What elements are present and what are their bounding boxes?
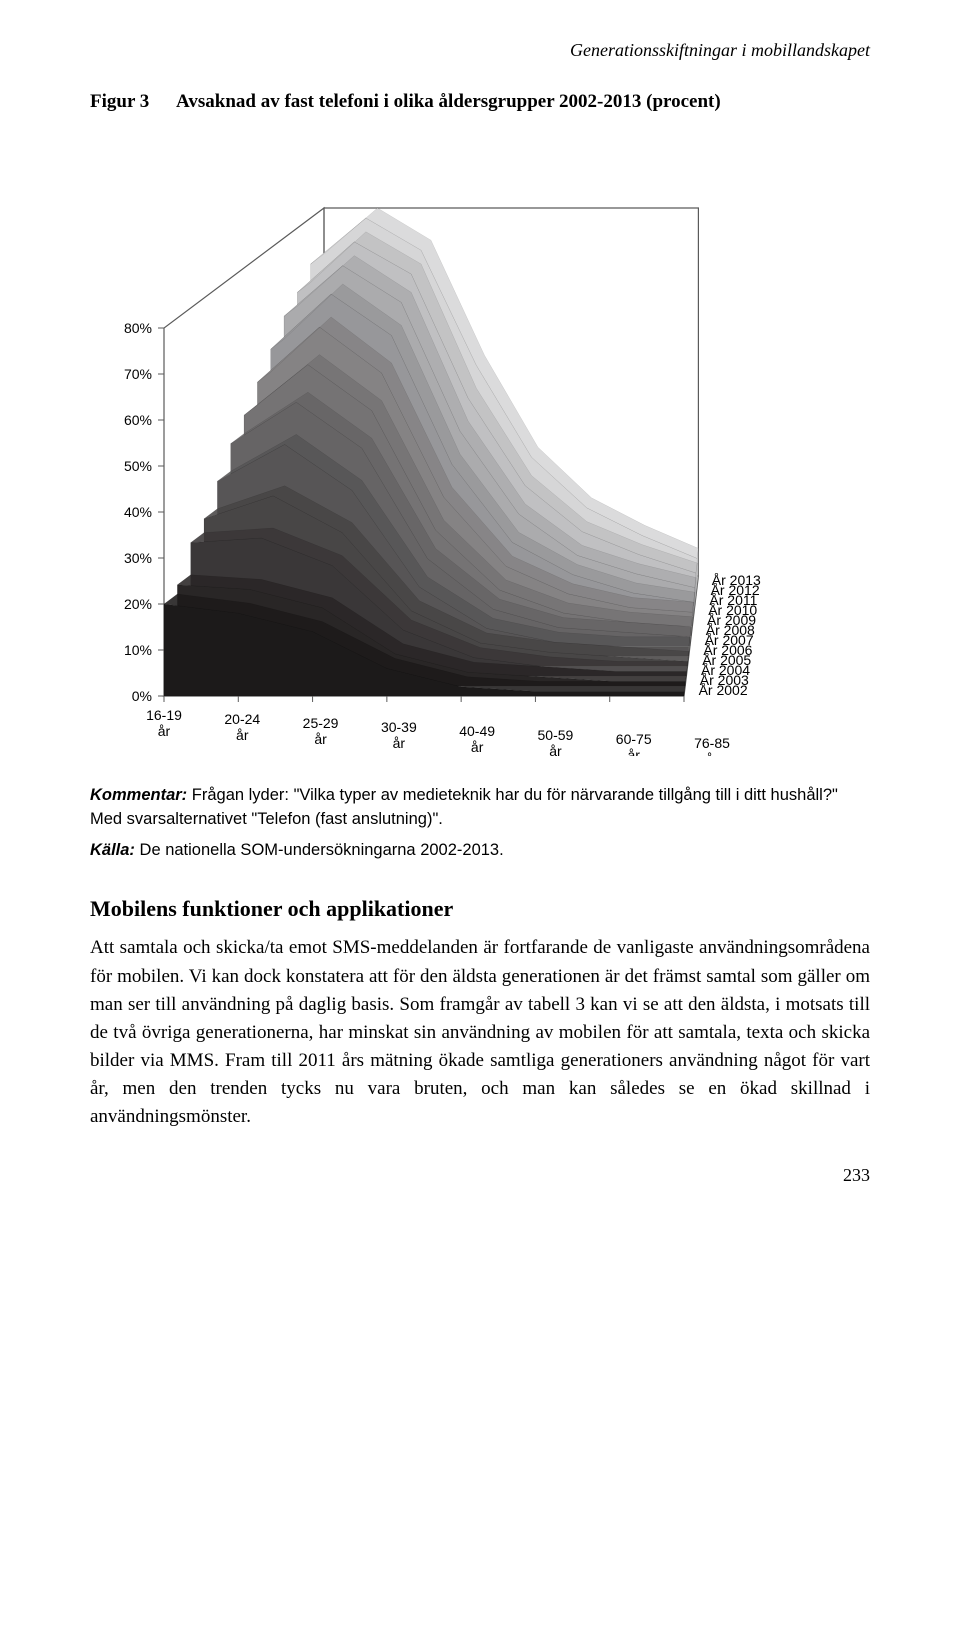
svg-text:år: år: [471, 739, 484, 755]
chart-3d-area: 0%10%20%30%40%50%60%70%80%16-19år20-24år…: [90, 136, 870, 756]
source-label: Källa:: [90, 841, 135, 859]
source-text: De nationella SOM-undersökningarna 2002-…: [140, 841, 504, 859]
page-number: 233: [90, 1165, 870, 1186]
comment-label: Kommentar:: [90, 786, 187, 804]
svg-text:år: år: [393, 735, 406, 751]
comment-text: Frågan lyder: "Vilka typer av medietekni…: [90, 786, 838, 828]
source-block: Källa: De nationella SOM-undersökningarn…: [90, 841, 870, 860]
svg-text:60-75: 60-75: [616, 731, 652, 747]
svg-text:40%: 40%: [124, 504, 152, 520]
svg-text:50%: 50%: [124, 458, 152, 474]
section-heading: Mobilens funktioner och applikationer: [90, 896, 870, 922]
svg-text:40-49: 40-49: [459, 723, 495, 739]
svg-text:76-85: 76-85: [694, 735, 730, 751]
svg-text:år: år: [314, 731, 327, 747]
svg-text:30%: 30%: [124, 550, 152, 566]
svg-text:0%: 0%: [132, 688, 152, 704]
comment-block: Kommentar: Frågan lyder: "Vilka typer av…: [90, 784, 870, 832]
svg-text:år: år: [549, 743, 562, 756]
svg-text:år: år: [236, 727, 249, 743]
figure-title: Figur 3 Avsaknad av fast telefoni i olik…: [90, 89, 870, 116]
svg-text:20-24: 20-24: [224, 711, 260, 727]
figure-label: Figur 3: [90, 91, 149, 112]
svg-text:70%: 70%: [124, 366, 152, 382]
svg-text:16-19: 16-19: [146, 707, 182, 723]
running-header: Generationsskiftningar i mobillandskapet: [90, 40, 870, 61]
svg-text:år: år: [158, 723, 171, 739]
svg-text:80%: 80%: [124, 320, 152, 336]
svg-text:25-29: 25-29: [303, 715, 339, 731]
figure-caption: Avsaknad av fast telefoni i olika ålders…: [176, 91, 721, 112]
svg-text:20%: 20%: [124, 596, 152, 612]
svg-text:30-39: 30-39: [381, 719, 417, 735]
svg-text:år: år: [706, 751, 719, 756]
body-paragraph: Att samtala och skicka/ta emot SMS-medde…: [90, 934, 870, 1131]
svg-text:år: år: [627, 747, 640, 756]
svg-text:10%: 10%: [124, 642, 152, 658]
svg-text:60%: 60%: [124, 412, 152, 428]
svg-text:50-59: 50-59: [538, 727, 574, 743]
svg-text:År 2002: År 2002: [699, 682, 748, 698]
